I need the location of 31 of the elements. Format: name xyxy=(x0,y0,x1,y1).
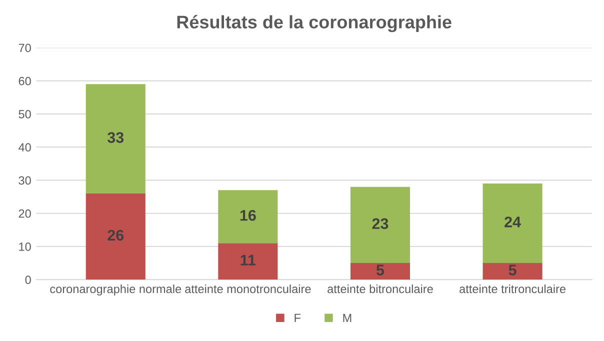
legend-label: F xyxy=(294,314,300,322)
y-tick-label: 60 xyxy=(18,76,31,86)
data-label: 33 xyxy=(107,132,124,143)
data-label: 5 xyxy=(376,264,384,276)
data-label: 5 xyxy=(508,264,516,276)
bar xyxy=(350,186,410,264)
chart-title: Résultats de la coronarographie xyxy=(177,15,452,32)
bar xyxy=(350,263,410,280)
x-tick-label: atteinte tritronculaire xyxy=(460,284,566,294)
y-tick-label: 50 xyxy=(18,110,31,118)
bar xyxy=(482,263,542,280)
bar xyxy=(482,184,542,264)
x-tick-label: atteinte monotronculaire xyxy=(185,284,311,294)
y-tick-label: 10 xyxy=(19,242,31,251)
y-tick-label: 0 xyxy=(25,276,31,284)
y-tick-label: 20 xyxy=(18,209,31,218)
y-tick-label: 70 xyxy=(18,44,31,52)
bar xyxy=(86,193,146,280)
bar xyxy=(86,84,146,194)
bar xyxy=(218,190,278,244)
x-tick-label: atteinte bitronculaire xyxy=(328,284,433,294)
x-tick-label: coronarographie normale xyxy=(50,284,182,296)
data-label: 26 xyxy=(108,230,124,241)
bar xyxy=(218,243,278,280)
y-tick-label: 40 xyxy=(18,143,31,152)
legend-label: M xyxy=(343,314,352,322)
data-label: 24 xyxy=(504,216,521,228)
y-tick-label: 30 xyxy=(18,176,31,185)
data-label: 16 xyxy=(240,210,256,221)
data-label: 11 xyxy=(240,254,256,266)
data-label: 23 xyxy=(372,218,388,230)
